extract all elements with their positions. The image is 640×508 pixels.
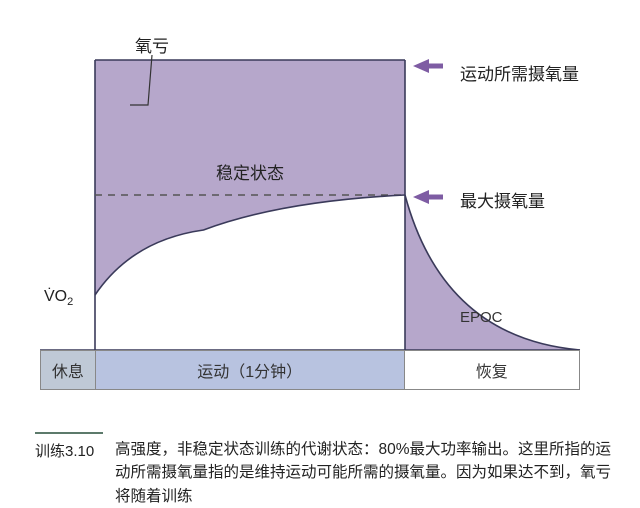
y-axis-label: V̇O2: [44, 288, 73, 308]
figure-container: 氧亏 稳定状态EPOC V̇O2 运动所需摄氧量 最大摄氧量 休息运动（1分钟）…: [0, 0, 640, 500]
required-o2-arrow-icon: [413, 59, 429, 73]
vo2max-arrow-icon: [413, 190, 429, 204]
vo2max-label: 最大摄氧量: [460, 187, 545, 212]
figure-rule: [35, 432, 103, 434]
figure-caption: 高强度，非稳定状态训练的代谢状态：80%最大功率输出。这里所指的运动所需摄氧量指…: [115, 438, 625, 508]
phase-bar: 休息运动（1分钟）恢复: [40, 350, 580, 390]
phase-recovery: 恢复: [405, 351, 579, 389]
phase-rest: 休息: [41, 351, 96, 389]
figure-number: 训练3.10: [35, 440, 94, 461]
epoc-label: EPOC: [460, 309, 503, 326]
epoc-area: [405, 195, 580, 350]
required-o2-label: 运动所需摄氧量: [460, 60, 579, 85]
phase-exercise: 运动（1分钟）: [96, 351, 405, 389]
steady-state-label: 稳定状态: [216, 164, 284, 183]
